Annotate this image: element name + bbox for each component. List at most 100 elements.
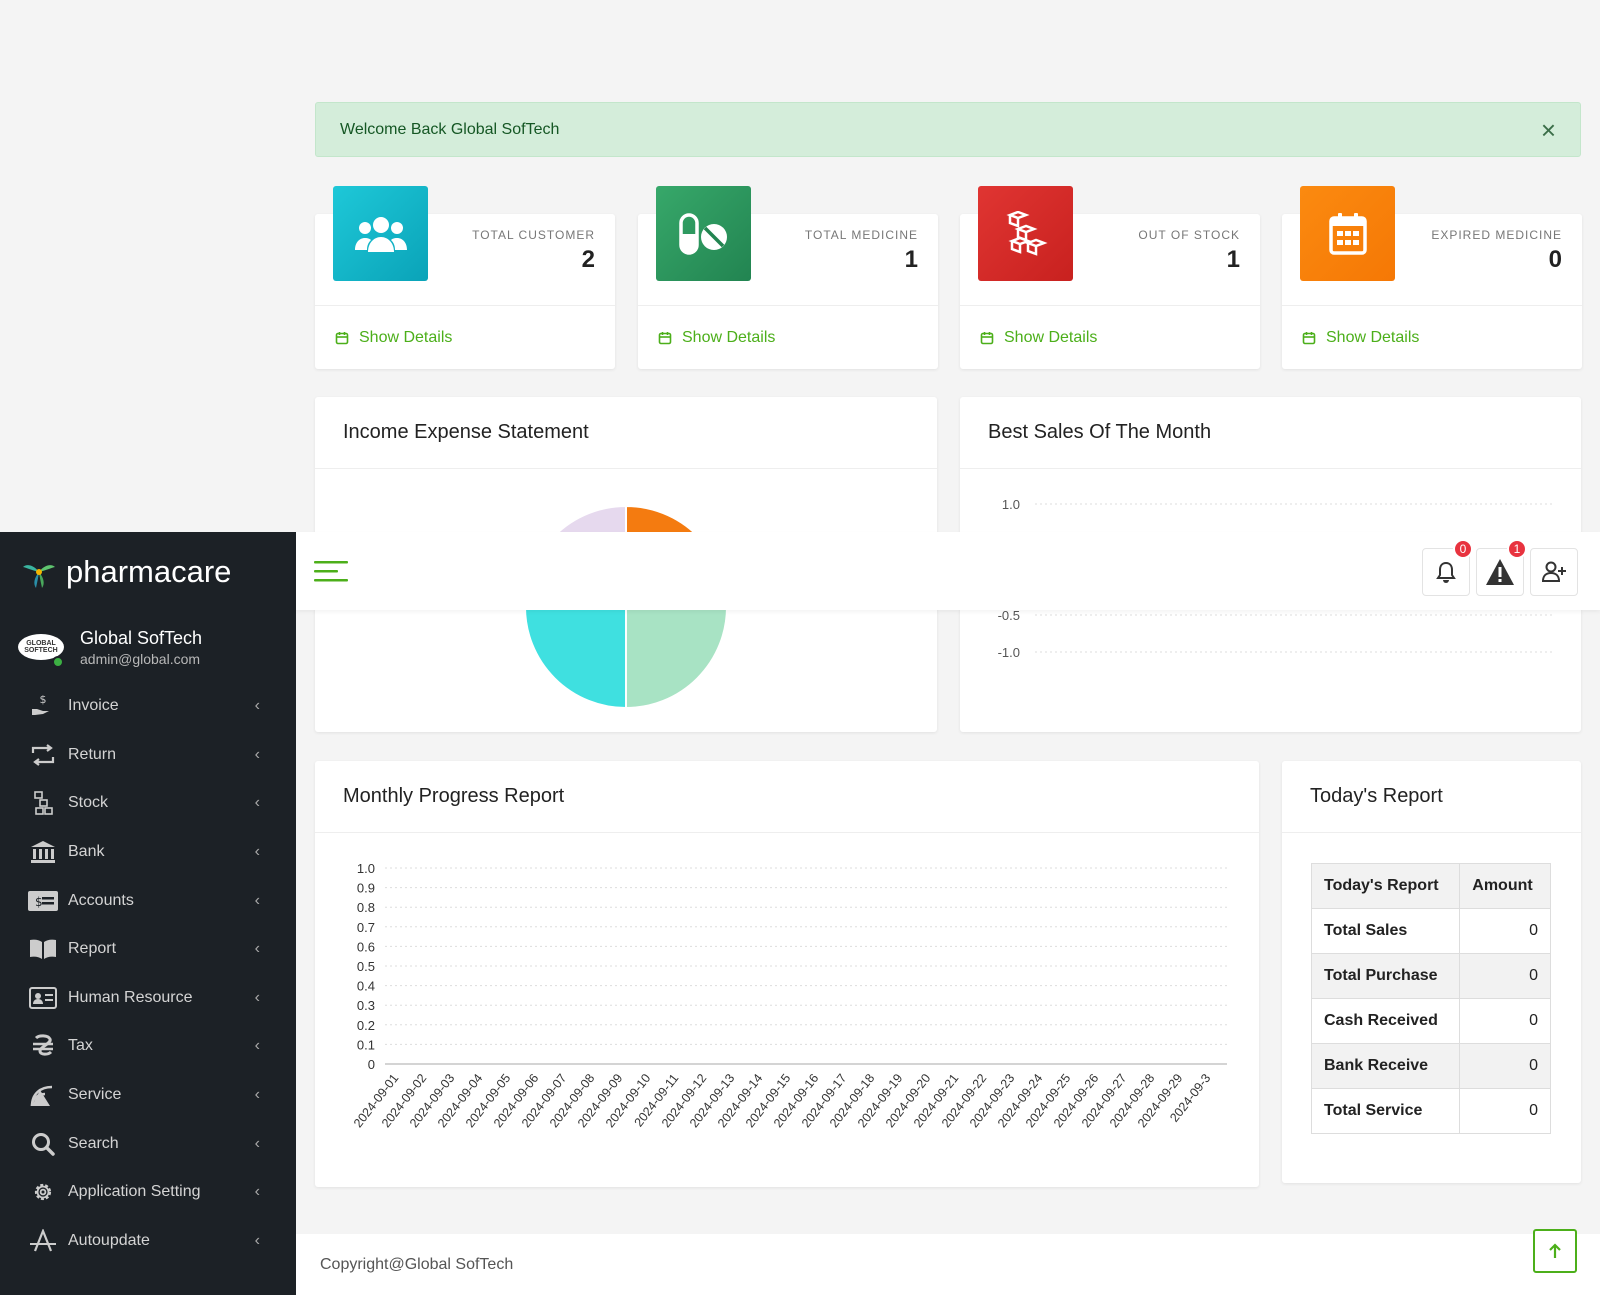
panel-title: Today's Report (1282, 761, 1581, 833)
bank-icon (28, 838, 58, 866)
sidebar-item-human-resource[interactable]: Human Resource ‹ (0, 974, 296, 1023)
sidebar-item-label: Human Resource (68, 988, 193, 1006)
chevron-left-icon: ‹ (254, 843, 260, 861)
sidebar-item-report[interactable]: Report ‹ (0, 925, 296, 974)
stat-value: 1 (904, 246, 918, 273)
stat-value: 1 (1226, 246, 1240, 273)
panel-title: Income Expense Statement (315, 397, 937, 469)
notifications-button[interactable]: 0 (1422, 539, 1473, 596)
money-check-icon: $ (28, 887, 58, 915)
row-amount: 0 (1459, 1088, 1551, 1134)
chevron-left-icon: ‹ (254, 891, 260, 909)
y-tick-label: 0.9 (357, 881, 375, 896)
sidebar-item-tax[interactable]: Tax ‹ (0, 1022, 296, 1071)
sidebar-item-label: Return (68, 745, 117, 763)
sidebar-item-autoupdate[interactable]: Autoupdate ‹ (0, 1217, 296, 1266)
y-tick-label: 0.6 (357, 939, 375, 954)
scroll-to-top-button[interactable] (1533, 1229, 1577, 1273)
svg-text:$: $ (35, 895, 43, 909)
stat-card-total-medicine: TOTAL MEDICINE 1 Show Details (638, 186, 938, 369)
user-email: admin@global.com (80, 650, 201, 667)
sidebar-item-bank[interactable]: Bank ‹ (0, 828, 296, 877)
row-label: Bank Receive (1310, 1043, 1461, 1089)
chevron-left-icon: ‹ (254, 745, 260, 763)
todays-report-panel: Today's Report Today's Report Amount Tot… (1282, 761, 1581, 1183)
sidebar-item-label: Search (68, 1134, 119, 1152)
chevron-left-icon: ‹ (254, 988, 260, 1006)
row-amount: 0 (1459, 953, 1551, 999)
table-header: Amount (1459, 863, 1551, 909)
pie-slice (523, 606, 627, 710)
y-tick-label: -1.0 (998, 645, 1020, 660)
row-amount: 0 (1459, 998, 1551, 1044)
chevron-left-icon: ‹ (254, 940, 260, 958)
show-details-label: Show Details (1326, 328, 1420, 346)
online-status-dot (52, 656, 64, 668)
table-row: Cash Received 0 (1310, 998, 1551, 1044)
panel-title: Best Sales Of The Month (960, 397, 1581, 469)
brand-name: pharmacare (66, 554, 232, 589)
sidebar-item-invoice[interactable]: $ Invoice ‹ (0, 682, 296, 731)
y-tick-label: 0.1 (357, 1037, 375, 1052)
stat-card-expired-medicine: EXPIRED MEDICINE 0 Show Details (1282, 186, 1582, 369)
pharmacare-logo-icon (23, 565, 55, 588)
monthly-progress-panel: Monthly Progress Report 1.0 0.9 0.8 0.7 0.6 0… (315, 761, 1259, 1187)
table-header: Today's Report (1310, 863, 1461, 909)
gear-icon (28, 1178, 58, 1206)
sidebar-item-label: Report (68, 940, 117, 958)
user-panel[interactable]: GLOBAL SOFTECH Global SofTech admin@glob… (0, 612, 296, 682)
sidebar-item-label: Invoice (68, 697, 119, 715)
show-details-link[interactable]: Show Details (315, 305, 615, 369)
brand[interactable]: pharmacare (0, 532, 296, 612)
alert-count-badge: 1 (1507, 539, 1527, 559)
show-details-link[interactable]: Show Details (1282, 305, 1582, 369)
user-name: Global SofTech (80, 627, 203, 648)
y-tick-label: 1.0 (357, 861, 375, 876)
hamburger-menu-icon[interactable] (314, 560, 350, 587)
sidebar-menu: $ Invoice ‹ Return ‹ Stock ‹ Bank ‹ $ Accoun… (0, 682, 296, 1265)
y-tick-label: 1.0 (1002, 497, 1020, 512)
sidebar-item-accounts[interactable]: $ Accounts ‹ (0, 876, 296, 925)
sidebar-item-stock[interactable]: Stock ‹ (0, 779, 296, 828)
close-icon[interactable]: × (1540, 114, 1556, 145)
y-tick-label: 0 (368, 1057, 375, 1072)
show-details-label: Show Details (1004, 328, 1098, 346)
alerts-button[interactable]: 1 (1476, 539, 1527, 596)
arrow-up-icon (1549, 1243, 1561, 1258)
table-row: Total Sales 0 (1310, 908, 1551, 954)
chevron-left-icon: ‹ (254, 697, 260, 715)
sidebar-item-return[interactable]: Return ‹ (0, 731, 296, 780)
warning-icon (1486, 559, 1514, 585)
y-tick-label: 0.5 (357, 959, 375, 974)
add-user-button[interactable] (1530, 548, 1578, 596)
table-row: Bank Receive 0 (1310, 1043, 1551, 1089)
sidebar-item-label: Application Setting (68, 1183, 201, 1201)
show-details-link[interactable]: Show Details (960, 305, 1260, 369)
sidebar-item-service[interactable]: Service ‹ (0, 1071, 296, 1120)
show-details-link[interactable]: Show Details (638, 305, 938, 369)
sidebar-item-label: Accounts (68, 891, 134, 909)
search-icon (28, 1130, 58, 1158)
bell-icon (1436, 561, 1456, 583)
stat-label: TOTAL MEDICINE (804, 228, 918, 242)
avatar: GLOBAL SOFTECH (18, 634, 64, 660)
id-card-icon (28, 984, 58, 1012)
stat-value: 0 (1548, 246, 1562, 273)
boxes-icon (978, 186, 1073, 281)
welcome-alert: Welcome Back Global SofTech × (315, 102, 1581, 157)
sidebar-item-search[interactable]: Search ‹ (0, 1119, 296, 1168)
monthly-progress-chart: 1.00.90.80.70.60.50.40.30.20.102024-09-0… (351, 861, 1227, 1130)
y-tick-label: 0.3 (357, 998, 375, 1013)
sidebar-item-application-setting[interactable]: Application Setting ‹ (0, 1168, 296, 1217)
stock-boxes-icon (28, 789, 58, 817)
footer: Copyright@Global SofTech (296, 1234, 1600, 1295)
chevron-left-icon: ‹ (254, 794, 260, 812)
chevron-left-icon: ‹ (254, 1134, 260, 1152)
table-row: Total Purchase 0 (1310, 953, 1551, 999)
y-tick-label: 0.7 (357, 920, 375, 935)
chevron-left-icon: ‹ (254, 1183, 260, 1201)
calendar-small-icon (1302, 331, 1316, 344)
book-icon (28, 935, 58, 963)
calendar-small-icon (335, 331, 349, 344)
show-details-label: Show Details (359, 328, 453, 346)
